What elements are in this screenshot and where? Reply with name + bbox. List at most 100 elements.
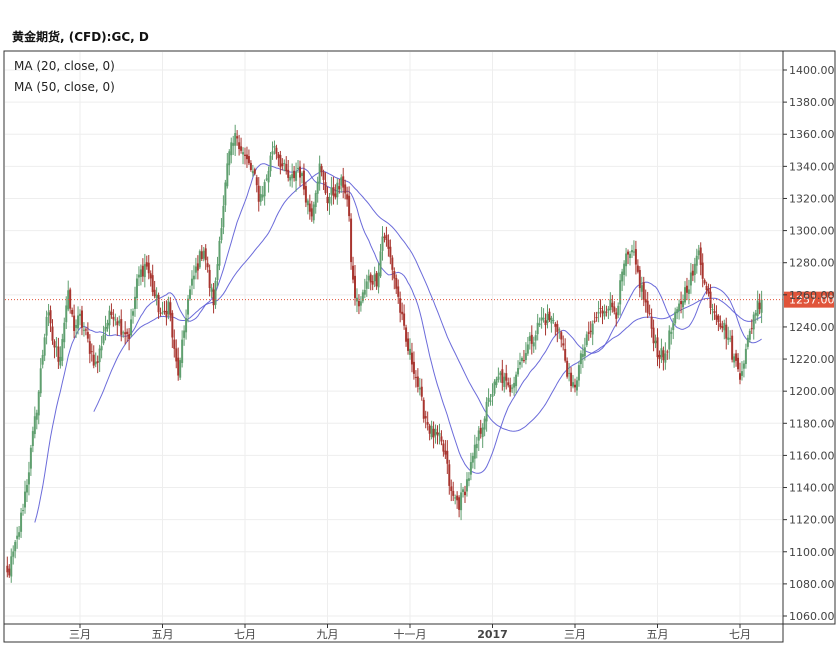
candle-body: [230, 142, 233, 156]
y-tick-label: 1080.00: [789, 578, 835, 591]
candle-body: [383, 236, 386, 238]
candle-body: [265, 178, 268, 180]
candle-body: [8, 568, 11, 576]
candle-body: [379, 251, 382, 277]
candle-body: [668, 330, 671, 350]
y-tick-label: 1340.00: [789, 160, 835, 173]
candle-body: [725, 324, 728, 339]
candle-body: [560, 332, 563, 340]
candle-body: [536, 322, 539, 335]
y-tick-label: 1300.00: [789, 225, 835, 238]
candle-body: [10, 556, 13, 577]
candle-body: [314, 193, 317, 207]
candle-body: [222, 205, 225, 228]
candle-body: [438, 432, 441, 437]
candle-body: [456, 495, 459, 501]
candle-body: [658, 354, 661, 360]
candle-body: [756, 300, 759, 316]
x-axis-frame: [3, 623, 784, 643]
candle-body: [373, 274, 376, 282]
y-tick-label: 1320.00: [789, 192, 835, 205]
candle-body: [682, 301, 685, 308]
candle-body: [566, 360, 569, 377]
last-price-label: 1257.00: [789, 294, 835, 307]
candle-body: [202, 250, 205, 259]
candle-body: [630, 250, 633, 253]
x-tick-label: 十一月: [394, 627, 427, 641]
y-tick-label: 1200.00: [789, 385, 835, 398]
y-tick-label: 1140.00: [789, 482, 835, 495]
candle-body: [247, 156, 250, 164]
candle-body: [79, 313, 81, 316]
candle-body: [556, 324, 559, 332]
candle-body: [607, 308, 610, 311]
candle-body: [420, 386, 423, 397]
candle-body: [35, 412, 38, 420]
candle-body: [302, 170, 305, 190]
candle-body: [106, 322, 109, 329]
candle-body: [369, 274, 372, 283]
candle-body: [426, 422, 429, 425]
candle-body: [192, 275, 195, 280]
candle-body: [363, 289, 366, 295]
candle-body: [41, 355, 44, 365]
candle-body: [568, 372, 571, 374]
y-axis-frame: [782, 50, 836, 625]
candle-body: [334, 193, 337, 198]
candle-body: [432, 428, 435, 438]
candle-body: [627, 251, 630, 255]
candle-body: [226, 163, 229, 187]
candle-body: [403, 313, 406, 326]
candle-body: [139, 269, 142, 278]
candle-body: [548, 311, 551, 320]
candle-body: [153, 289, 156, 297]
candle-layer: [6, 124, 763, 583]
candle-body: [80, 310, 83, 328]
candle-body: [707, 288, 710, 294]
candle-body: [599, 308, 602, 310]
candle-body: [306, 200, 309, 206]
y-tick-label: 1160.00: [789, 449, 835, 462]
candle-body: [281, 163, 284, 167]
candle-body: [210, 287, 213, 292]
candle-body: [271, 151, 274, 155]
candle-body: [729, 338, 732, 340]
y-tick-label: 1240.00: [789, 321, 835, 334]
candle-body: [177, 357, 180, 376]
candle-body: [740, 371, 743, 376]
candle-body: [515, 374, 518, 387]
candle-body: [410, 352, 413, 365]
candle-body: [583, 347, 586, 357]
candle-body: [685, 285, 688, 293]
candle-body: [491, 394, 494, 397]
candle-body: [699, 247, 702, 265]
candle-body: [128, 334, 131, 340]
candle-body: [244, 154, 246, 156]
candle-body: [737, 357, 740, 370]
candle-body: [399, 298, 402, 313]
candle-body: [448, 464, 451, 486]
candle-body: [446, 450, 449, 464]
candle-body: [14, 541, 17, 552]
candle-body: [330, 187, 333, 195]
candle-body: [304, 186, 307, 203]
candle-body: [646, 300, 649, 313]
candle-body: [387, 239, 390, 249]
candle-body: [251, 171, 254, 174]
candle-body: [676, 309, 679, 314]
candle-body: [705, 286, 708, 291]
candle-body: [579, 353, 582, 365]
candle-body: [212, 289, 215, 306]
candle-body: [513, 382, 516, 388]
candle-body: [371, 281, 374, 285]
candle-body: [159, 312, 162, 314]
candle-body: [228, 151, 231, 166]
candle-body: [452, 490, 455, 496]
candle-body: [497, 376, 500, 380]
candle-body: [187, 298, 190, 315]
candle-body: [634, 249, 637, 265]
candle-body: [18, 532, 21, 537]
candle-body: [495, 379, 498, 386]
candle-body: [132, 311, 135, 316]
